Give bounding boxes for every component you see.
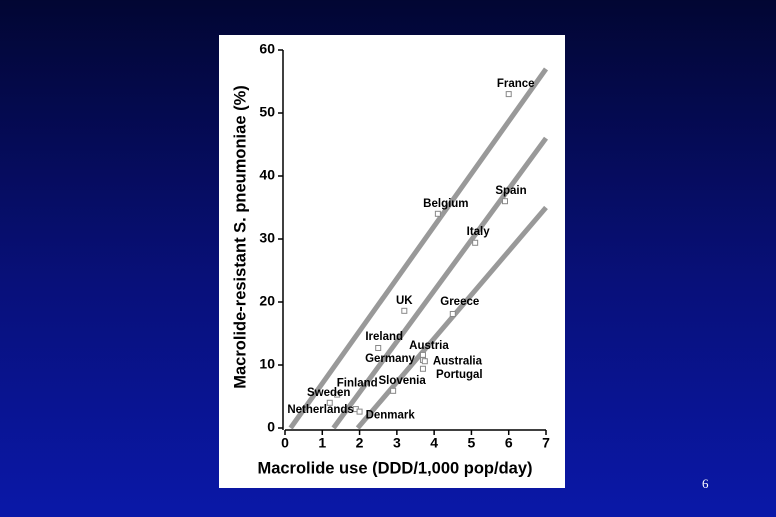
point-label: Germany — [365, 353, 415, 365]
point — [375, 344, 382, 351]
fit-line — [355, 205, 548, 430]
point — [449, 310, 456, 317]
point — [419, 365, 426, 372]
point-label: Sweden — [307, 387, 350, 399]
y-tick-label: 10 — [259, 356, 275, 372]
point — [434, 210, 441, 217]
y-tick-label: 0 — [267, 419, 275, 435]
point-label: Ireland — [365, 331, 403, 343]
point-label: Austria — [409, 340, 449, 352]
point-label: Denmark — [366, 410, 416, 422]
chart: Macrolide use (DDD/1,000 pop/day) Macrol… — [231, 41, 550, 478]
fit-line — [288, 67, 549, 430]
point — [421, 358, 428, 365]
x-tick-label: 3 — [393, 435, 401, 451]
point — [401, 307, 408, 314]
point — [501, 198, 508, 205]
point — [472, 239, 479, 246]
x-tick-label: 6 — [505, 435, 513, 451]
y-tick-label: 40 — [259, 167, 275, 183]
y-tick-label: 20 — [259, 293, 275, 309]
chart-card: Macrolide use (DDD/1,000 pop/day) Macrol… — [219, 35, 565, 488]
point-label: Spain — [495, 185, 526, 197]
x-tick-label: 2 — [356, 435, 364, 451]
x-tick-label: 5 — [468, 435, 476, 451]
point-label: Portugal — [436, 369, 483, 381]
point-label: France — [497, 78, 535, 90]
point — [326, 399, 333, 406]
y-axis-label: Macrolide-resistant S. pneumoniae (%) — [231, 85, 249, 388]
point-label: Slovenia — [378, 375, 426, 387]
x-tick-label: 4 — [430, 435, 438, 451]
point-label: Australia — [433, 355, 483, 367]
point — [356, 408, 363, 415]
point-label: Belgium — [423, 198, 468, 210]
point — [334, 391, 341, 398]
x-axis-label: Macrolide use (DDD/1,000 pop/day) — [257, 459, 532, 477]
x-tick-label: 7 — [542, 435, 550, 451]
fit-line — [331, 136, 549, 430]
point — [505, 91, 512, 98]
x-tick-label: 0 — [281, 435, 289, 451]
point-label: UK — [396, 295, 413, 307]
point — [419, 351, 426, 358]
point-label: Finland — [337, 378, 378, 390]
page-number: 6 — [702, 476, 709, 491]
y-tick-label: 60 — [259, 41, 275, 57]
point-label: Netherlands — [287, 404, 353, 416]
y-tick-label: 50 — [259, 104, 275, 120]
point — [390, 387, 397, 394]
y-tick-label: 30 — [259, 230, 275, 246]
point-label: Greece — [440, 296, 479, 308]
point-label: Italy — [467, 226, 491, 238]
x-tick-label: 1 — [318, 435, 326, 451]
